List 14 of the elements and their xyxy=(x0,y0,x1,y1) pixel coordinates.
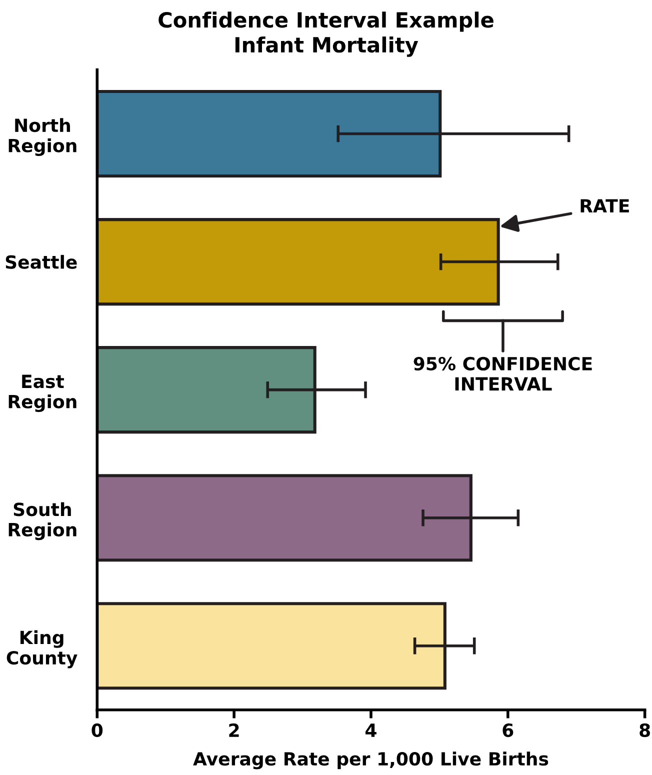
y-tick-label: North Region xyxy=(8,118,76,156)
x-axis-title: Average Rate per 1,000 Live Births xyxy=(193,752,548,770)
y-tick-label: King County xyxy=(6,630,78,668)
annotation: 95% CONFIDENCE INTERVAL xyxy=(414,356,592,390)
y-tick-label: East Region xyxy=(8,374,76,412)
chart-title: Confidence Interval Example Infant Mortality xyxy=(158,12,494,57)
annotation: RATE xyxy=(580,199,629,212)
x-tick-label: 0 xyxy=(92,723,103,738)
x-tick-label: 8 xyxy=(640,723,650,738)
x-tick-label: 4 xyxy=(366,724,376,737)
y-tick-label: Seattle xyxy=(6,254,77,269)
x-tick-label: 6 xyxy=(502,723,514,738)
y-tick-label: South Region xyxy=(8,502,76,540)
x-tick-label: 2 xyxy=(229,723,239,737)
